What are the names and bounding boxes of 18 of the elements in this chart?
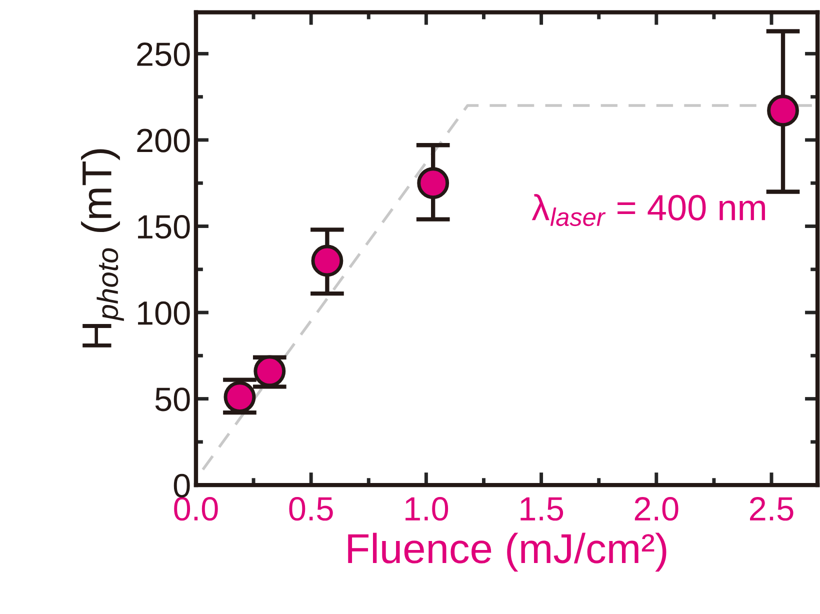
x-tick-label: 0.5: [289, 497, 333, 521]
x-tick-label: 0.0: [174, 497, 218, 521]
point: [311, 244, 344, 277]
x-tick-label: 2.0: [634, 497, 678, 521]
y-tick-label: 0: [174, 474, 190, 498]
x-tick-label: 1.5: [520, 497, 564, 521]
x-tick-label: 2.5: [750, 497, 794, 521]
point: [417, 167, 450, 200]
y-tick-label: 150: [138, 215, 190, 239]
point: [767, 94, 799, 127]
y-tick-label: 200: [137, 128, 190, 152]
x-axis-title: Fluence (mJ/cm²): [348, 532, 666, 572]
annotation: λ$_{laser}$ = 400 nm: [532, 194, 765, 226]
y-axis-title: H$_{photo}$ (mT): [81, 149, 124, 348]
y-tick-label: 100: [138, 301, 190, 325]
y-tick-label: 50: [155, 388, 190, 412]
y-tick-label: 250: [137, 42, 190, 66]
x-tick-label: 1.0: [406, 497, 448, 521]
